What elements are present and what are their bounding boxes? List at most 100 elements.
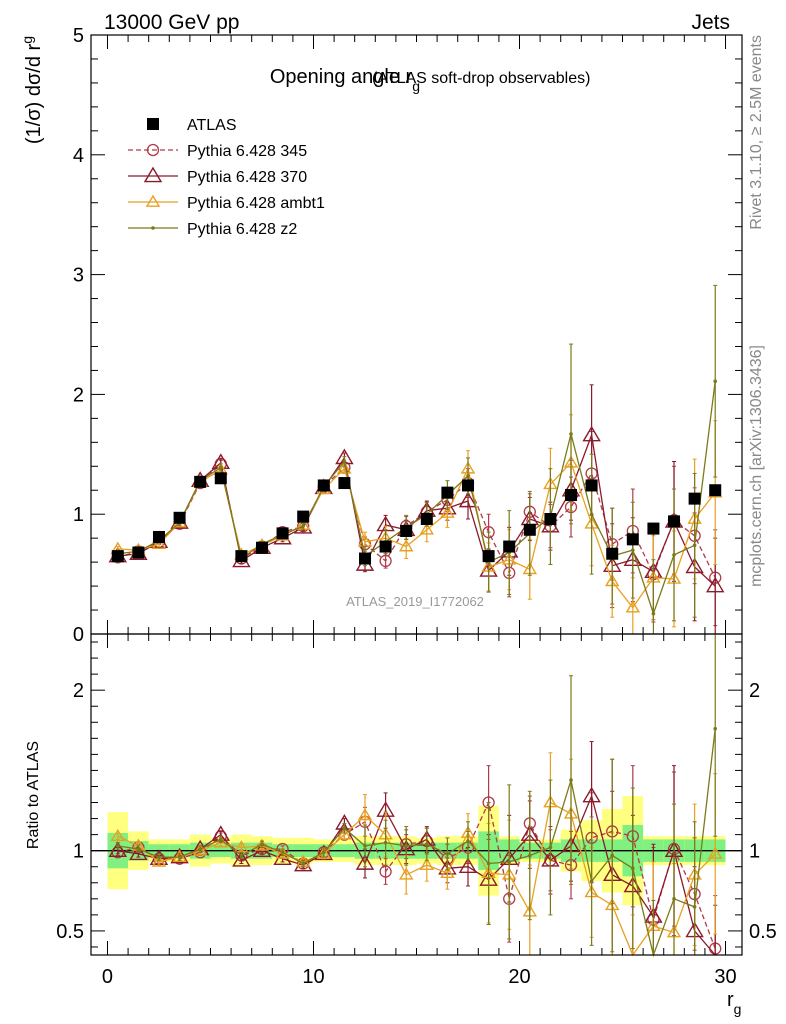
- data-point-square: [626, 533, 639, 546]
- data-point-triangle: [398, 867, 414, 880]
- series-line: [117, 728, 716, 958]
- data-point-square: [503, 540, 516, 553]
- legend-label: Pythia 6.428 345: [187, 143, 307, 160]
- data-point-dot: [157, 855, 161, 859]
- data-point-triangle: [707, 846, 723, 859]
- data-point-dot: [589, 512, 594, 516]
- data-point-dot: [631, 548, 635, 552]
- data-point-triangle: [440, 865, 455, 879]
- legend-entry: ATLAS: [147, 117, 237, 134]
- data-point-triangle: [582, 786, 601, 803]
- data-point-square: [523, 523, 536, 536]
- ratio-y-tick-label-right: 0.5: [749, 921, 777, 943]
- y-tick-label: 1: [73, 504, 84, 526]
- data-point-dot: [466, 474, 470, 478]
- data-point-dot: [280, 850, 285, 855]
- data-point-dot: [713, 726, 718, 731]
- ratio-plot-axes: 0.5 0.51 12 20 10 20 30: [56, 633, 777, 988]
- data-point-triangle: [143, 166, 163, 183]
- data-point-dot: [301, 524, 305, 528]
- data-point-square: [606, 547, 619, 560]
- data-point-triangle: [355, 854, 375, 870]
- y-tick-label: 5: [73, 25, 84, 47]
- data-point-circle: [379, 554, 392, 568]
- legend-entry: Pythia 6.428 370: [128, 166, 307, 186]
- data-point-dot: [218, 837, 223, 842]
- legend-entry: Pythia 6.428 ambt1: [128, 194, 325, 212]
- data-point-square: [688, 492, 701, 505]
- data-point-square: [255, 541, 268, 554]
- data-point-dot: [507, 860, 512, 864]
- data-point-square: [668, 515, 681, 528]
- legend-label: ATLAS: [187, 117, 237, 134]
- data-point-square: [482, 550, 495, 563]
- data-point-dot: [363, 844, 367, 848]
- legend-label: Pythia 6.428 z2: [187, 221, 297, 238]
- data-point-triangle: [151, 854, 167, 867]
- data-point-dot: [631, 866, 635, 871]
- data-point-circle: [379, 865, 392, 878]
- data-point-square: [379, 540, 392, 553]
- data-point-square: [194, 475, 207, 488]
- data-point-dot: [115, 844, 120, 848]
- data-point-triangle: [705, 576, 725, 593]
- data-point-square: [147, 118, 159, 130]
- chart-title: Opening angle rg: [270, 66, 420, 94]
- data-point-square: [338, 477, 351, 490]
- data-point-triangle: [129, 844, 148, 861]
- x-tick-label: 0: [102, 966, 113, 988]
- data-point-triangle: [232, 850, 251, 867]
- data-point-triangle: [110, 828, 126, 842]
- legend: ATLAS Pythia 6.428 345 Pythia 6.428 370 Pyt…: [128, 117, 325, 238]
- data-point-triangle: [337, 827, 352, 840]
- data-point-dot: [569, 778, 573, 782]
- data-point-square: [235, 550, 248, 563]
- series-line: [117, 800, 716, 949]
- data-point-triangle: [419, 857, 435, 871]
- x-tick-label: 10: [302, 966, 324, 988]
- data-point-triangle: [458, 857, 478, 874]
- ratio-plot-panel: 0.5 0.51 12 20 10 20 30 Ratio to ATLAS rg: [25, 633, 777, 1017]
- data-point-dot: [610, 853, 615, 858]
- data-point-triangle: [234, 840, 249, 853]
- data-point-dot: [151, 226, 155, 230]
- header-left-label: 13000 GeV pp: [104, 11, 239, 34]
- data-point-square: [214, 472, 227, 485]
- data-point-square: [420, 512, 433, 525]
- data-point-square: [173, 511, 186, 524]
- ratio-y-tick-label: 2: [73, 680, 84, 702]
- ratio-y-tick-label-right: 2: [749, 680, 760, 702]
- header-right-label: Jets: [691, 11, 730, 34]
- data-point-triangle: [398, 539, 414, 552]
- main-plot-panel: 0 1 2 3 4 5 ATLAS_2019_I1772062 Opening angle…: [19, 25, 743, 646]
- data-point-square: [441, 486, 454, 499]
- data-point-square: [276, 527, 289, 540]
- series-atlas: [111, 472, 722, 565]
- legend-entry: Pythia 6.428 345: [128, 143, 307, 160]
- data-point-square: [152, 530, 165, 543]
- data-point-square: [111, 550, 124, 563]
- data-point-triangle: [582, 425, 601, 442]
- ratio-y-axis-label: Ratio to ATLAS: [25, 741, 42, 849]
- data-point-triangle: [275, 846, 290, 859]
- data-point-square: [462, 479, 475, 492]
- data-point-triangle: [337, 461, 352, 474]
- data-point-dot: [383, 840, 388, 845]
- ratio-plot-frame: [90, 633, 743, 956]
- data-point-dot: [672, 553, 676, 557]
- analysis-id-label: ATLAS_2019_I1772062: [346, 594, 484, 609]
- mcplots-side-label: mcplots.cern.ch [arXiv:1306.3436]: [748, 345, 765, 587]
- data-point-triangle: [151, 536, 167, 550]
- y-axis-label: (1/σ) dσ/d rg: [19, 36, 45, 144]
- data-point-square: [132, 546, 145, 559]
- data-point-dot: [177, 855, 182, 859]
- data-point-square: [297, 510, 310, 523]
- legend-label: Pythia 6.428 370: [187, 169, 307, 186]
- data-point-triangle: [145, 194, 161, 207]
- data-point-dot: [466, 839, 470, 843]
- legend-label: Pythia 6.428 ambt1: [187, 195, 325, 212]
- data-point-triangle: [419, 522, 435, 535]
- x-axis-label: rg: [727, 989, 741, 1017]
- data-point-square: [647, 522, 660, 535]
- data-point-dot: [486, 861, 491, 866]
